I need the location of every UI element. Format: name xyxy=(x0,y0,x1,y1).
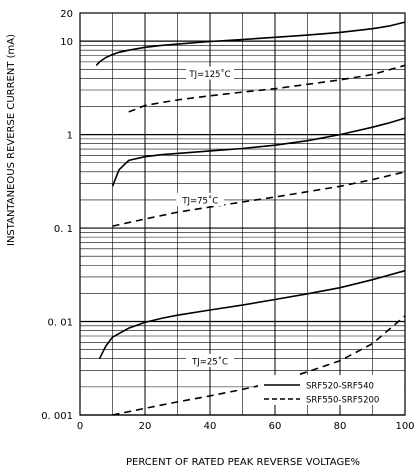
y-tick-label: 1 xyxy=(67,131,73,142)
annotation-label: TJ=25˚C xyxy=(191,356,228,367)
legend: SRF520-SRF540 SRF550-SRF5200 xyxy=(258,375,404,406)
annotation-label: TJ=125˚C xyxy=(188,69,230,80)
annotation-bg xyxy=(186,66,234,80)
legend-label: SRF520-SRF540 xyxy=(306,382,374,392)
legend-box xyxy=(258,375,404,405)
series-line-tj75 xyxy=(112,171,406,227)
y-tick-label: 0. 1 xyxy=(54,224,73,235)
x-tick-label: 100 xyxy=(395,421,414,432)
annotation-label: TJ=75˚C xyxy=(181,195,218,206)
x-tick-label: 80 xyxy=(334,421,347,432)
annotation-bg xyxy=(176,192,225,206)
y-tick-label: 0. 001 xyxy=(41,411,73,422)
series-line-tj25 xyxy=(98,269,406,360)
annotations: TJ=125˚C TJ=75˚C TJ=25˚C xyxy=(176,66,234,367)
x-axis-label: PERCENT OF RATED PEAK REVERSE VOLTAGE% xyxy=(126,457,360,468)
y-tick-label: 10 xyxy=(60,37,73,48)
series-lines xyxy=(95,21,406,416)
tick-labels: 0 20 40 60 80 100 20 10 1 0. 1 0. 01 0. 001 xyxy=(41,9,414,432)
y-tick-label: 20 xyxy=(60,9,73,20)
legend-label: SRF550-SRF5200 xyxy=(306,396,379,406)
y-axis-label: INSTANTANEOUS REVERSE CURRENT (mA) xyxy=(6,34,17,246)
series-line-tj125 xyxy=(95,21,406,66)
annotation-bg xyxy=(186,353,234,367)
grid-lines xyxy=(80,12,405,416)
x-tick-label: 0 xyxy=(77,421,83,432)
series-line-tj125 xyxy=(128,64,406,113)
x-tick-label: 60 xyxy=(269,421,282,432)
plot-frame xyxy=(79,12,406,416)
y-tick-label: 0. 01 xyxy=(48,318,73,329)
x-tick-label: 40 xyxy=(204,421,217,432)
series-line-tj75 xyxy=(111,117,406,187)
x-tick-label: 20 xyxy=(139,421,152,432)
